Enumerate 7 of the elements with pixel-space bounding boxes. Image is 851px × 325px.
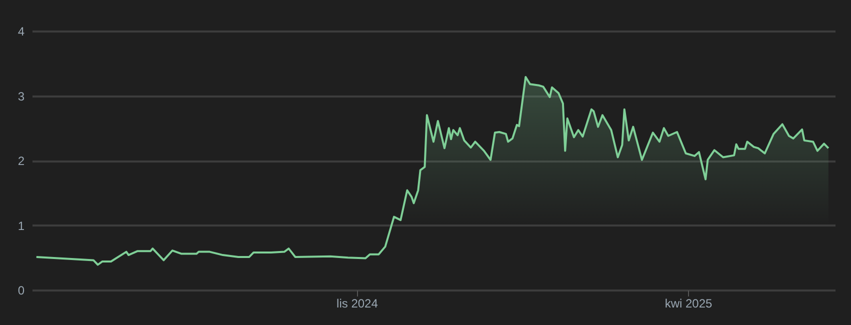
y-tick-label: 1 xyxy=(18,218,25,233)
y-tick-label: 4 xyxy=(18,24,25,38)
x-tick-label: kwi 2025 xyxy=(664,296,713,310)
y-tick-label: 2 xyxy=(18,154,25,168)
y-tick-label: 0 xyxy=(18,284,25,298)
x-tick-label: lis 2024 xyxy=(336,296,378,310)
y-tick-label: 3 xyxy=(18,89,25,104)
